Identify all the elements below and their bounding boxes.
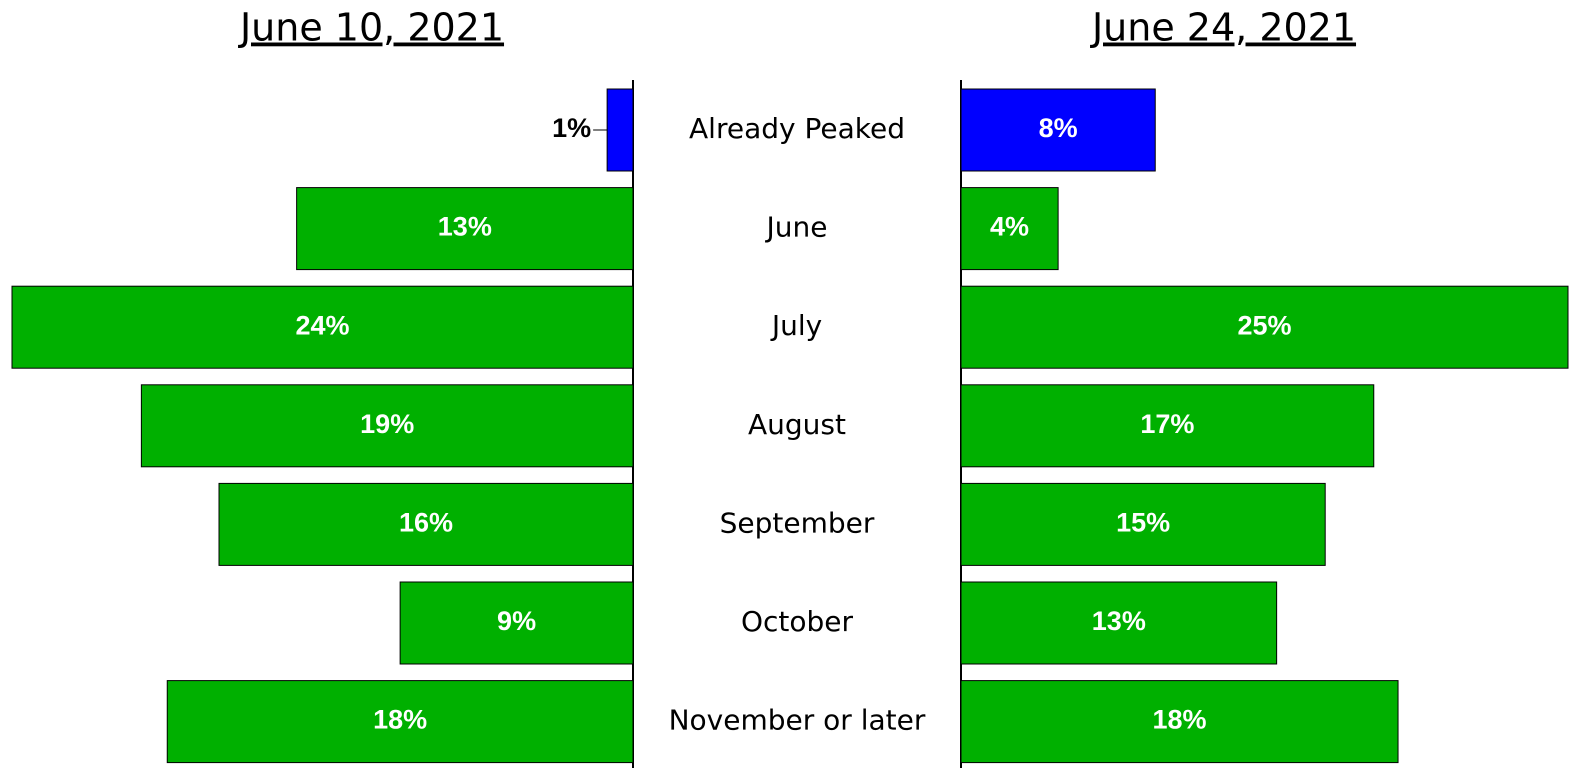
bar bbox=[11, 285, 634, 369]
bar bbox=[960, 581, 1278, 665]
value-label: 24% bbox=[295, 310, 349, 340]
value-label: 13% bbox=[438, 212, 492, 242]
value-label: 19% bbox=[360, 409, 414, 439]
bar bbox=[960, 680, 1399, 764]
value-label: 18% bbox=[1152, 705, 1206, 735]
bar bbox=[960, 285, 1569, 369]
value-label: 8% bbox=[1039, 113, 1078, 143]
value-label: 4% bbox=[990, 212, 1029, 242]
bar bbox=[218, 482, 634, 566]
bar bbox=[960, 384, 1375, 468]
value-label: 18% bbox=[373, 705, 427, 735]
category-label: August bbox=[748, 408, 846, 441]
category-label: Already Peaked bbox=[689, 112, 905, 145]
value-label: 1% bbox=[552, 113, 591, 143]
bar bbox=[606, 88, 634, 172]
bar bbox=[296, 187, 634, 271]
panel-title: June 10, 2021 bbox=[238, 6, 504, 50]
value-label: 17% bbox=[1140, 409, 1194, 439]
value-label: 16% bbox=[399, 508, 453, 538]
category-label: June bbox=[765, 211, 828, 244]
value-label: 25% bbox=[1237, 310, 1291, 340]
bar bbox=[140, 384, 634, 468]
value-label: 13% bbox=[1092, 606, 1146, 636]
bar bbox=[166, 680, 634, 764]
category-label: November or later bbox=[669, 704, 926, 737]
bar bbox=[960, 187, 1059, 271]
category-label: July bbox=[770, 309, 822, 342]
value-label: 15% bbox=[1116, 508, 1170, 538]
bar bbox=[960, 482, 1326, 566]
category-label: October bbox=[741, 605, 854, 638]
bar bbox=[960, 88, 1156, 172]
panel-title: June 24, 2021 bbox=[1090, 6, 1356, 50]
category-label: September bbox=[720, 506, 875, 539]
value-label: 9% bbox=[497, 606, 536, 636]
bar bbox=[399, 581, 634, 665]
